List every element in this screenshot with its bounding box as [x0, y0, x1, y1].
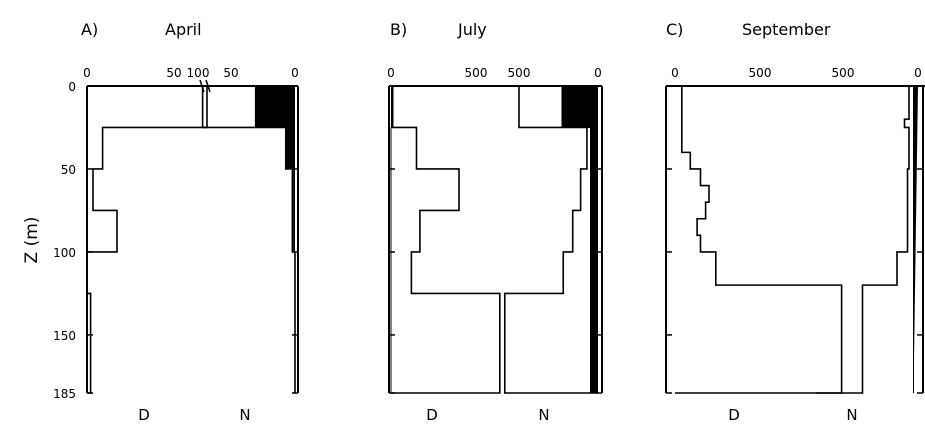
panel-a: A) April 0 50 100 50 0 D N [81, 20, 299, 424]
panel-a-d-tick-0: 0 [83, 66, 91, 80]
panel-a-axis-break-1 [199, 79, 205, 93]
y-axis-label: Z (m) [22, 217, 42, 264]
panel-b-title: July [457, 20, 487, 39]
y-tick-label-185: 185 [53, 387, 76, 401]
panel-a-n-filled [254, 85, 296, 393]
panel-b-n-filled [561, 85, 598, 394]
y-tick-label-150: 150 [53, 329, 76, 343]
panel-a-n-axis-label: N [239, 406, 250, 424]
panel-a-n-profile [201, 85, 296, 393]
panel-a-letter: A) [81, 20, 98, 39]
panel-c-letter: C) [666, 20, 683, 39]
panel-a-d-profile [86, 85, 208, 394]
panel-b: B) July 0 500 500 0 D N [387, 20, 602, 424]
panel-b-d-profile [391, 85, 501, 394]
panel-b-n-profile [503, 85, 598, 394]
panel-a-n-tick-50: 50 [223, 66, 238, 80]
panel-b-n-axis-label: N [538, 406, 549, 424]
y-tick-label-50: 50 [61, 163, 76, 177]
panel-c-n-filled [913, 85, 918, 393]
y-tick-label-0: 0 [68, 80, 76, 94]
panel-a-n-tick-0: 0 [291, 66, 299, 80]
panel-b-d-aux-fill [390, 85, 393, 393]
panel-b-n-tick-500: 500 [508, 66, 531, 80]
panel-c-n-tick-500: 500 [832, 66, 855, 80]
panel-c-d-axis-label: D [728, 406, 740, 424]
panel-b-d-tick-500: 500 [465, 66, 488, 80]
panel-a-d-axis-label: D [138, 406, 150, 424]
panel-a-d-tick-50: 50 [166, 66, 181, 80]
panel-b-d-tick-0: 0 [387, 66, 395, 80]
panel-c-title: September [742, 20, 831, 39]
panel-c-n-axis-label: N [846, 406, 857, 424]
panel-c-d-tick-0: 0 [671, 66, 679, 80]
panel-b-n-tick-0: 0 [594, 66, 602, 80]
panel-c-n-tick-0: 0 [914, 66, 922, 80]
panel-c-d-tick-500: 500 [749, 66, 772, 80]
chart-marks: 0 50 100 150 185 [53, 79, 925, 401]
panel-a-axis-break-2 [205, 79, 211, 93]
panel-a-title: April [165, 20, 202, 39]
panel-b-letter: B) [390, 20, 407, 39]
panel-c-n-profile [816, 85, 918, 394]
panel-b-d-axis-label: D [426, 406, 438, 424]
panel-c-d-profile [675, 85, 843, 394]
y-tick-label-100: 100 [53, 246, 76, 260]
panel-a-d-tick-100: 100 [187, 66, 210, 80]
panel-c: C) September 0 500 500 0 D N [666, 20, 922, 424]
